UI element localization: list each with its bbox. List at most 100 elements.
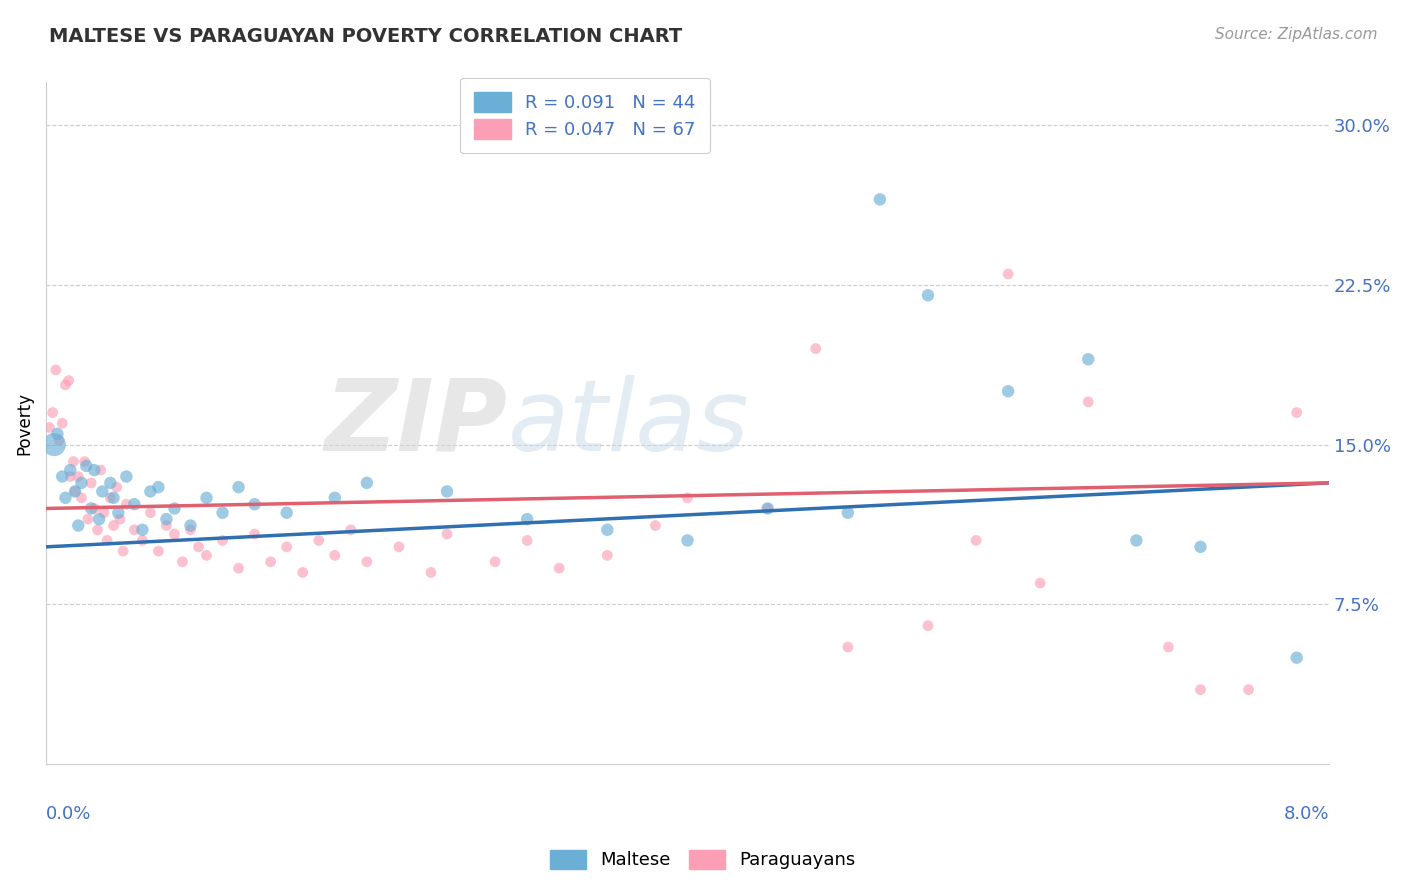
Point [105, 480, 128, 494]
Point [436, 484, 458, 499]
Point [997, 384, 1019, 399]
Point [869, 193, 891, 207]
Point [756, 501, 779, 516]
Point [107, 506, 129, 520]
Text: Source: ZipAtlas.com: Source: ZipAtlas.com [1215, 27, 1378, 42]
Point [59, 469, 82, 483]
Point [917, 288, 939, 302]
Point [676, 491, 699, 505]
Point [804, 342, 827, 356]
Point [80, 501, 103, 516]
Point [86, 523, 108, 537]
Point [516, 512, 538, 526]
Point [155, 512, 177, 526]
Point [211, 533, 233, 548]
Legend: Maltese, Paraguayans: Maltese, Paraguayans [541, 841, 865, 879]
Point [155, 518, 177, 533]
Point [70, 475, 93, 490]
Point [291, 566, 314, 580]
Point [340, 523, 363, 537]
Point [1077, 395, 1099, 409]
Point [179, 523, 201, 537]
Y-axis label: Poverty: Poverty [15, 392, 32, 455]
Text: MALTESE VS PARAGUAYAN POVERTY CORRELATION CHART: MALTESE VS PARAGUAYAN POVERTY CORRELATIO… [49, 27, 682, 45]
Point [308, 533, 330, 548]
Point [131, 533, 153, 548]
Point [83, 463, 105, 477]
Point [323, 491, 346, 505]
Point [83, 501, 105, 516]
Point [917, 618, 939, 632]
Point [1125, 533, 1147, 548]
Point [67, 469, 90, 483]
Point [1285, 650, 1308, 665]
Point [103, 518, 125, 533]
Point [67, 518, 90, 533]
Point [1189, 682, 1212, 697]
Point [124, 523, 146, 537]
Legend: R = 0.091   N = 44, R = 0.047   N = 67: R = 0.091 N = 44, R = 0.047 N = 67 [460, 78, 710, 153]
Point [484, 555, 506, 569]
Point [58, 374, 80, 388]
Point [62, 454, 84, 468]
Point [139, 506, 162, 520]
Point [420, 566, 443, 580]
Point [48, 434, 70, 448]
Point [596, 523, 619, 537]
Point [211, 506, 233, 520]
Point [1157, 640, 1180, 654]
Point [228, 480, 250, 494]
Point [41, 406, 63, 420]
Point [91, 484, 114, 499]
Point [51, 416, 73, 430]
Point [73, 454, 96, 468]
Point [676, 533, 699, 548]
Point [96, 533, 118, 548]
Point [131, 523, 153, 537]
Point [436, 527, 458, 541]
Point [1077, 352, 1099, 367]
Point [388, 540, 411, 554]
Point [243, 527, 266, 541]
Point [98, 491, 121, 505]
Point [228, 561, 250, 575]
Point [51, 469, 73, 483]
Point [323, 549, 346, 563]
Text: ZIP: ZIP [325, 375, 508, 472]
Point [172, 555, 194, 569]
Point [1189, 540, 1212, 554]
Point [756, 501, 779, 516]
Point [63, 484, 86, 499]
Point [163, 527, 186, 541]
Point [38, 420, 60, 434]
Point [516, 533, 538, 548]
Point [46, 426, 69, 441]
Point [139, 484, 162, 499]
Point [965, 533, 987, 548]
Point [356, 475, 378, 490]
Point [80, 475, 103, 490]
Point [115, 497, 138, 511]
Point [55, 491, 77, 505]
Point [596, 549, 619, 563]
Point [77, 512, 100, 526]
Point [112, 544, 135, 558]
Point [63, 484, 86, 499]
Point [108, 512, 131, 526]
Point [148, 544, 170, 558]
Text: 8.0%: 8.0% [1284, 805, 1329, 823]
Point [1237, 682, 1260, 697]
Text: 0.0%: 0.0% [46, 805, 91, 823]
Point [93, 506, 115, 520]
Point [1285, 406, 1308, 420]
Point [997, 267, 1019, 281]
Point [98, 475, 121, 490]
Point [195, 549, 218, 563]
Point [837, 506, 859, 520]
Point [59, 463, 82, 477]
Point [75, 458, 97, 473]
Point [837, 640, 859, 654]
Point [356, 555, 378, 569]
Point [259, 555, 281, 569]
Point [115, 469, 138, 483]
